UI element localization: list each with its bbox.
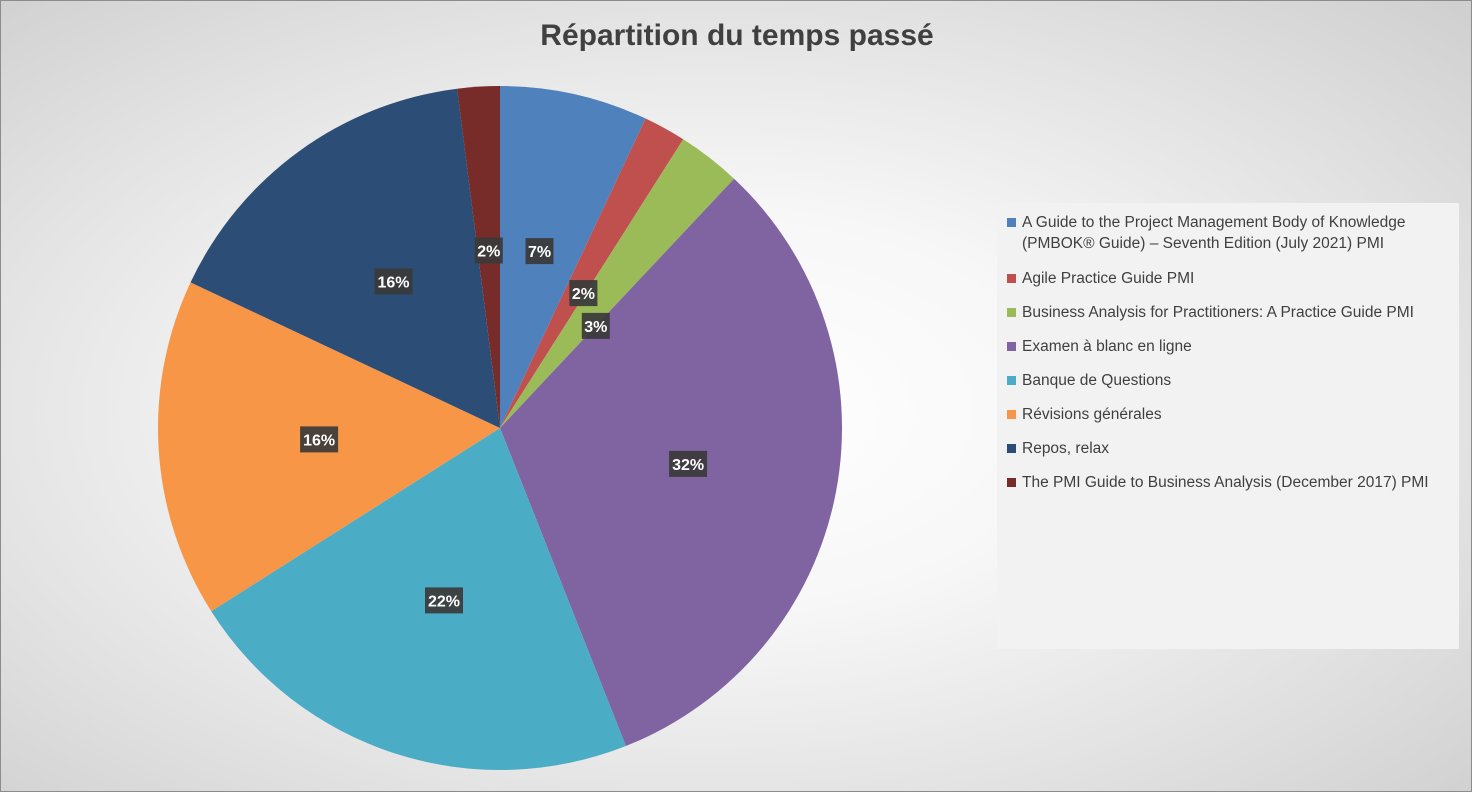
legend-item: Agile Practice Guide PMI [1007,268,1459,289]
legend-swatch [1007,376,1016,385]
legend-label: Business Analysis for Practitioners: A P… [1022,304,1414,321]
legend-label: Révisions générales [1022,406,1162,423]
data-label: 16% [374,268,413,295]
legend-item: Examen à blanc en ligne [1007,336,1459,357]
data-label-box [525,238,554,265]
data-label-box [569,280,598,307]
data-label-text: 32% [672,457,704,474]
data-label: 3% [581,312,610,339]
data-label: 2% [569,280,598,307]
data-label: 32% [669,450,708,477]
data-label: 22% [425,587,463,614]
legend-swatch [1007,444,1016,453]
legend-label: Repos, relax [1022,440,1110,457]
legend-swatch [1007,308,1016,317]
legend-swatch [1007,410,1016,419]
legend-label: Examen à blanc en ligne [1022,338,1192,355]
data-label-box [425,587,463,614]
pie-slice [190,88,501,428]
data-label: 2% [474,237,503,264]
legend-swatch [1007,218,1016,227]
data-label-text: 2% [572,286,595,303]
data-label-box [474,237,503,264]
pie-slices [158,86,843,770]
legend-item: Repos, relax [1007,438,1459,459]
data-label: 16% [300,426,339,453]
data-label-text: 16% [303,432,335,449]
legend-item: Banque de Questions [1007,370,1459,391]
chart-title: Répartition du temps passé [540,19,934,52]
pie-slice [500,139,735,429]
legend-label: Agile Practice Guide PMI [1022,270,1195,287]
data-label-box [669,450,708,477]
pie-slice [211,428,626,770]
legend-swatch [1007,342,1016,351]
legend-swatch [1007,478,1016,487]
pie-data-labels: 7% 2% 3% 32% 22% 16% 16% 2% [300,237,708,614]
legend-swatch [1007,274,1016,283]
pie-slice [500,86,646,428]
legend-item: A Guide to the Project Management Body o… [1007,212,1459,254]
legend-label: A Guide to the Project Management Body o… [1022,214,1406,252]
legend-item: Business Analysis for Practitioners: A P… [1007,302,1459,323]
legend-item: The PMI Guide to Business Analysis (Dece… [1007,472,1459,493]
legend: A Guide to the Project Management Body o… [997,203,1459,649]
legend-item: Révisions générales [1007,404,1459,425]
data-label-box [374,268,413,295]
legend-label: Banque de Questions [1022,372,1172,389]
data-label: 7% [525,238,554,265]
data-label-text: 16% [377,274,409,291]
data-label-text: 22% [428,593,460,610]
legend-label: The PMI Guide to Business Analysis (Dece… [1022,474,1429,491]
data-label-text: 2% [477,244,500,261]
data-label-box [300,426,339,453]
data-label-text: 3% [584,319,607,336]
pie-slice [500,118,684,429]
data-label-text: 7% [528,244,551,261]
data-label-box [581,312,610,339]
